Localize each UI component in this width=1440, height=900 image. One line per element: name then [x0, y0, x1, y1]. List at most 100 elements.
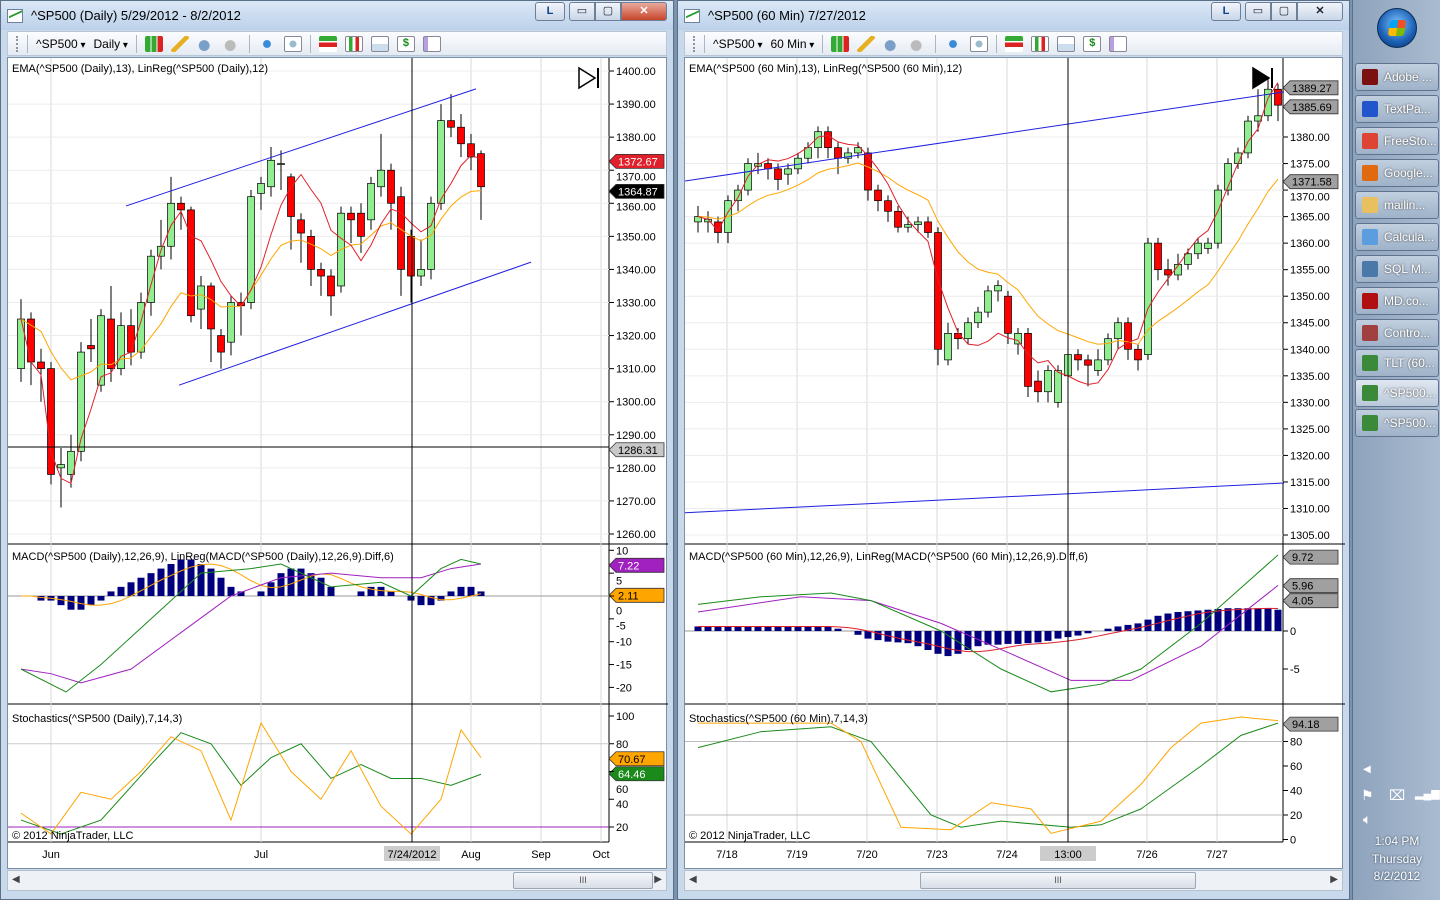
macd-histogram-bar [177, 559, 185, 596]
horizontal-scrollbar[interactable]: ◀ III ▶ [684, 870, 1343, 891]
candle-up [367, 183, 375, 221]
order-bars-icon[interactable] [318, 35, 337, 52]
pencil-draw-icon[interactable] [170, 35, 189, 52]
scrollbar-thumb[interactable]: III [920, 872, 1196, 889]
start-button[interactable] [1377, 8, 1417, 48]
link-button[interactable]: L [535, 2, 565, 21]
scroll-left-arrow[interactable]: ◀ [12, 874, 20, 885]
power-plug-icon[interactable]: ⌧ [1389, 787, 1406, 803]
indicators-icon[interactable] [370, 35, 389, 52]
interval-dropdown[interactable]: 60 Min [770, 37, 814, 51]
clock-day[interactable]: Thursday [1371, 852, 1423, 866]
macd-histogram-bar [207, 568, 215, 596]
zoom-out-icon[interactable] [222, 35, 241, 52]
chart-panel[interactable]: Jun Jul Aug Sep Oct 7/24/2012 1400.00 1390.00 13… [7, 57, 668, 869]
price-tick-label: 1380.00 [616, 132, 656, 144]
scroll-to-end-bar [597, 68, 599, 88]
macd-histogram-bar [127, 582, 135, 596]
zoom-in-icon[interactable] [196, 35, 215, 52]
hourly-chart-canvas[interactable]: 7/18 7/19 7/20 7/23 7/24 7/26 7/27 13:00 1389.27… [685, 58, 1345, 868]
bars-icon[interactable] [1031, 35, 1050, 52]
scroll-to-end-icon[interactable] [1252, 66, 1271, 90]
title-bar[interactable]: ^SP500 (Daily) 5/29/2012 - 8/2/2012 L ▭ … [1, 1, 673, 30]
chart-panel[interactable]: 7/18 7/19 7/20 7/23 7/24 7/26 7/27 13:00 1389.27… [684, 57, 1345, 869]
chart-style-icon[interactable] [144, 35, 163, 52]
taskbar-item-label: MD.co... [1384, 294, 1429, 308]
pencil-draw-icon[interactable] [857, 35, 876, 52]
minimize-button[interactable]: ▭ [569, 2, 595, 21]
strategy-dollar-icon[interactable]: $ [396, 35, 415, 52]
macd-histogram-bar [1214, 608, 1222, 631]
horizontal-scrollbar[interactable]: ◀ III ▶ [7, 870, 667, 891]
macd-histogram-bar [914, 631, 922, 647]
separator [935, 34, 937, 53]
taskbar-item[interactable]: SQL M... [1355, 255, 1439, 283]
taskbar-item[interactable]: Adobe ... [1355, 63, 1439, 91]
candle-down [457, 126, 465, 145]
zoom-out-icon[interactable] [909, 35, 928, 52]
taskbar-item-label: Google... [1384, 166, 1433, 180]
scroll-right-arrow[interactable]: ▶ [1330, 874, 1338, 885]
scroll-right-arrow[interactable]: ▶ [654, 874, 662, 885]
bars-icon[interactable] [344, 35, 363, 52]
toolbar-grip[interactable] [693, 35, 696, 52]
price-tick-label: 1315.00 [1290, 477, 1330, 489]
taskbar-item[interactable]: Contro... [1355, 319, 1439, 347]
volume-speaker-icon[interactable]: 🔈︎ [1363, 811, 1372, 827]
indicators-icon[interactable] [1057, 35, 1076, 52]
scrollbar-thumb[interactable]: III [513, 872, 653, 889]
action-center-flag-icon[interactable]: ⚑ [1361, 787, 1374, 803]
order-bars-icon[interactable] [1005, 35, 1024, 52]
taskbar-item[interactable]: ^SP500... [1355, 409, 1439, 437]
macd-tick-label: -10 [616, 637, 632, 649]
instrument-dropdown[interactable]: ^SP500 [36, 37, 85, 51]
daily-chart-canvas[interactable]: Jun Jul Aug Sep Oct 7/24/2012 1400.00 1390.00 13… [8, 58, 668, 868]
macd-marker-tag [1282, 593, 1339, 609]
data-box-icon[interactable] [283, 35, 302, 52]
trend-line [178, 261, 532, 386]
taskbar-item[interactable]: mailin... [1355, 191, 1439, 219]
candle-up [17, 318, 25, 369]
taskbar-item[interactable]: TLT (60... [1355, 349, 1439, 377]
taskbar-item[interactable]: MD.co... [1355, 287, 1439, 315]
price-tick-label: 1355.00 [1290, 265, 1330, 277]
taskbar: Adobe ... TextPa... FreeSto... Google... mai… [1352, 0, 1440, 900]
toolbar-grip[interactable] [16, 35, 19, 52]
strategy-dollar-icon[interactable]: $ [1083, 35, 1102, 52]
close-button[interactable]: ✕ [621, 2, 667, 21]
macd-histogram-bar [137, 577, 145, 596]
taskbar-item[interactable]: Calcula... [1355, 223, 1439, 251]
maximize-button[interactable]: ▢ [595, 2, 621, 21]
instrument-dropdown[interactable]: ^SP500 [713, 37, 762, 51]
zoom-in-icon[interactable] [883, 35, 902, 52]
taskbar-item[interactable]: TextPa... [1355, 95, 1439, 123]
clock-date[interactable]: 8/2/2012 [1373, 869, 1421, 883]
taskbar-item[interactable]: Google... [1355, 159, 1439, 187]
properties-icon[interactable] [422, 35, 441, 52]
chart-style-icon[interactable] [831, 35, 850, 52]
crosshair-icon[interactable] [944, 35, 963, 52]
crosshair-icon[interactable] [257, 35, 276, 52]
clock-time[interactable]: 1:04 PM [1374, 834, 1420, 848]
minimize-button[interactable]: ▭ [1245, 2, 1271, 21]
macd-histogram-bar [427, 596, 435, 606]
price-marker: 1371.58 [1292, 177, 1332, 189]
taskbar-item[interactable]: ^SP500... [1355, 379, 1439, 407]
candle-down [884, 200, 892, 212]
macd-signal-line [697, 585, 1279, 681]
scroll-to-end-icon[interactable] [578, 66, 597, 90]
macd-histogram-bar [984, 631, 992, 645]
properties-icon[interactable] [1109, 35, 1128, 52]
candle-down [467, 143, 475, 158]
close-button[interactable]: ✕ [1297, 2, 1343, 21]
network-signal-icon[interactable]: ▂▄▆ [1415, 788, 1440, 800]
maximize-button[interactable]: ▢ [1271, 2, 1297, 21]
data-box-icon[interactable] [970, 35, 989, 52]
scroll-left-arrow[interactable]: ◀ [689, 874, 697, 885]
show-hidden-icons-arrow[interactable]: ◀ [1363, 764, 1371, 775]
interval-dropdown[interactable]: Daily [93, 37, 127, 51]
taskbar-item[interactable]: FreeSto... [1355, 127, 1439, 155]
candle-down [1134, 348, 1142, 361]
link-button[interactable]: L [1211, 2, 1241, 21]
title-bar[interactable]: ^SP500 (60 Min) 7/27/2012 L ▭ ▢ ✕ [678, 1, 1349, 30]
